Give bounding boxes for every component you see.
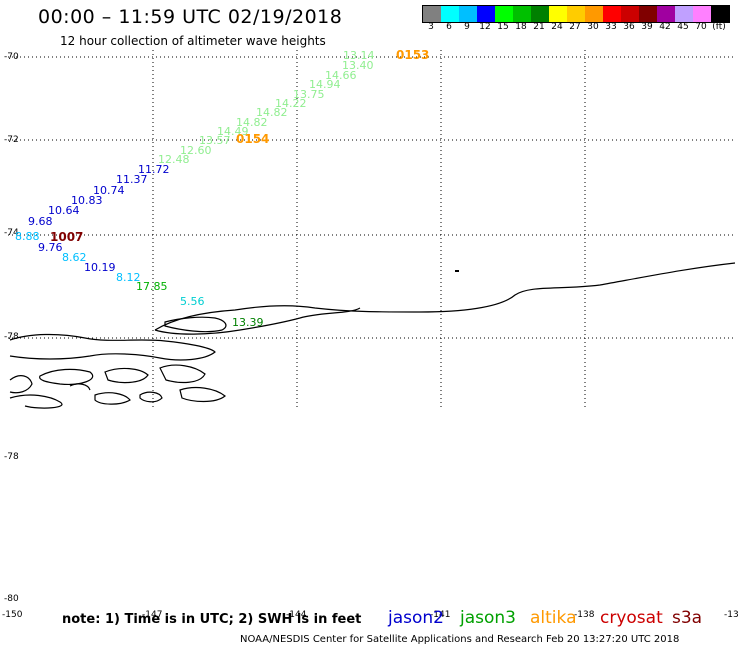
coastline bbox=[9, 262, 736, 409]
wave-height-reading: 9.68 bbox=[28, 215, 53, 228]
lon-label: -141 bbox=[430, 610, 451, 620]
wave-height-reading: 8.88 bbox=[15, 230, 40, 243]
legend-label: 42 bbox=[659, 22, 671, 32]
island-marker bbox=[455, 270, 459, 272]
wave-height-reading: 11.72 bbox=[138, 163, 170, 176]
lat-label: -74 bbox=[4, 228, 19, 238]
satellite-legend-cryosat: cryosat bbox=[600, 608, 663, 628]
wave-height-reading: 14.82 bbox=[236, 116, 268, 129]
map-subtitle: 12 hour collection of altimeter wave hei… bbox=[60, 34, 326, 48]
legend-label: 27 bbox=[569, 22, 581, 32]
legend-label: 33 bbox=[605, 22, 617, 32]
lat-label: -78 bbox=[4, 452, 19, 462]
satellite-legend-altika: altika bbox=[530, 608, 577, 628]
lon-label: -147 bbox=[142, 610, 163, 620]
footer-credit: NOAA/NESDIS Center for Satellite Applica… bbox=[240, 634, 680, 645]
legend-label: 39 bbox=[641, 22, 653, 32]
legend-label: 36 bbox=[623, 22, 635, 32]
legend-swatch bbox=[495, 6, 513, 22]
legend-label: 6 bbox=[446, 22, 452, 32]
legend-swatch bbox=[459, 6, 477, 22]
lat-label: -72 bbox=[4, 135, 19, 145]
lon-label: -138 bbox=[574, 610, 595, 620]
legend-label: 18 bbox=[515, 22, 527, 32]
wave-height-reading: 14.94 bbox=[309, 78, 341, 91]
wave-height-reading: 13.40 bbox=[342, 59, 374, 72]
satellite-legend-jason3: jason3 bbox=[460, 608, 516, 628]
satellite-legend-s3a: s3a bbox=[672, 608, 703, 628]
wave-height-reading: 14.82 bbox=[256, 106, 288, 119]
pass-time-label: 1007 bbox=[50, 230, 84, 244]
legend-swatch bbox=[657, 6, 675, 22]
legend-swatch bbox=[711, 6, 729, 22]
wave-height-reading: 5.56 bbox=[180, 295, 205, 308]
wave-height-reading: 14.66 bbox=[325, 69, 357, 82]
graticule bbox=[8, 50, 736, 408]
legend-label: (ft) bbox=[712, 22, 726, 32]
wave-height-reading: 12.60 bbox=[180, 144, 212, 157]
wave-height-reading: 12.48 bbox=[158, 153, 190, 166]
legend-label: 3 bbox=[428, 22, 434, 32]
legend-swatch bbox=[513, 6, 531, 22]
wave-height-reading: 13.75 bbox=[293, 88, 325, 101]
legend-label: 70 bbox=[695, 22, 707, 32]
legend-label: 24 bbox=[551, 22, 563, 32]
wave-height-reading: 10.83 bbox=[71, 194, 103, 207]
legend-label: 45 bbox=[677, 22, 689, 32]
wave-height-reading: 10.19 bbox=[84, 261, 116, 274]
legend-swatch bbox=[603, 6, 621, 22]
legend-label: 21 bbox=[533, 22, 545, 32]
footer-note: note: 1) Time is in UTC; 2) SWH is in fe… bbox=[62, 612, 362, 627]
legend-label: 30 bbox=[587, 22, 599, 32]
legend-swatch bbox=[639, 6, 657, 22]
color-legend bbox=[422, 5, 730, 23]
wave-height-reading: 14.22 bbox=[275, 97, 307, 110]
lon-label: -13 bbox=[724, 610, 739, 620]
legend-swatch bbox=[693, 6, 711, 22]
legend-label: 12 bbox=[479, 22, 491, 32]
pass-time-label: 0153 bbox=[396, 48, 430, 62]
lat-label: -70 bbox=[4, 52, 19, 62]
map-title: 00:00 – 11:59 UTC 02/19/2018 bbox=[38, 6, 343, 28]
legend-swatch bbox=[531, 6, 549, 22]
legend-swatch bbox=[585, 6, 603, 22]
lat-label: -80 bbox=[4, 594, 19, 604]
lat-label: -78 bbox=[4, 332, 19, 342]
legend-swatch bbox=[441, 6, 459, 22]
wave-height-reading: 17.85 bbox=[136, 280, 168, 293]
color-legend-labels: 3 6 9 12 15 18 21 24 27 30 33 36 39 42 45 70 (ft) bbox=[422, 22, 728, 32]
wave-height-reading: 8.12 bbox=[116, 271, 141, 284]
legend-label: 9 bbox=[464, 22, 470, 32]
legend-swatch bbox=[675, 6, 693, 22]
legend-label: 15 bbox=[497, 22, 509, 32]
wave-height-reading: 9.76 bbox=[38, 241, 63, 254]
satellite-legend-jason2: jason2 bbox=[388, 608, 444, 628]
legend-swatch bbox=[549, 6, 567, 22]
wave-height-reading: 14.49 bbox=[217, 125, 249, 138]
lon-label: -150 bbox=[2, 610, 23, 620]
lon-label: -144 bbox=[286, 610, 307, 620]
wave-height-reading: 13.57 bbox=[199, 134, 231, 147]
wave-height-reading: 8.62 bbox=[62, 251, 87, 264]
legend-swatch bbox=[621, 6, 639, 22]
wave-height-reading: 13.39 bbox=[232, 316, 264, 329]
legend-swatch bbox=[567, 6, 585, 22]
wave-height-reading: 11.37 bbox=[116, 173, 148, 186]
legend-swatch bbox=[423, 6, 441, 22]
wave-height-reading: 10.74 bbox=[93, 184, 125, 197]
legend-swatch bbox=[477, 6, 495, 22]
wave-height-reading: 13.14 bbox=[343, 49, 375, 62]
pass-time-label: 0154 bbox=[236, 132, 270, 146]
wave-height-reading: 10.64 bbox=[48, 204, 80, 217]
